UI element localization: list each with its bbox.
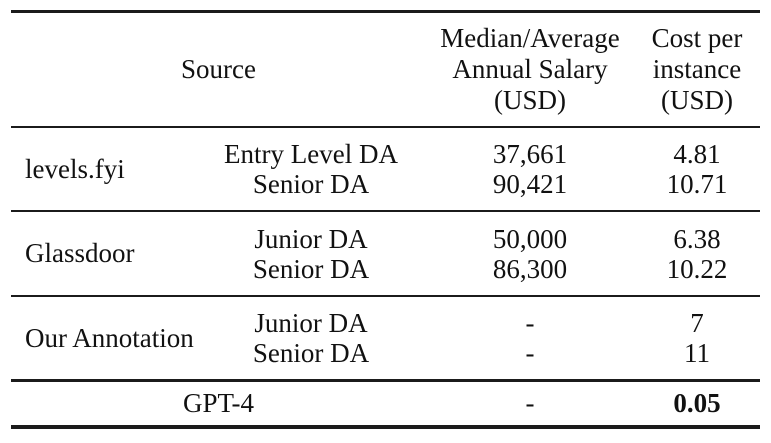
source-cell: Our Annotation <box>25 322 194 353</box>
table-bottom-rule <box>11 425 760 429</box>
role-cell: Senior DA <box>252 253 370 284</box>
salary-cell: 50,000 <box>492 223 568 254</box>
group-rows: Entry Level DA 37,661 4.81 Senior DA 90,… <box>196 128 760 210</box>
header-salary: Median/Average Annual Salary (USD) <box>426 23 634 116</box>
header-cost-line: Cost per <box>651 23 743 53</box>
group-divider-rule <box>11 210 760 212</box>
salary-cell: - <box>525 338 535 368</box>
table-header-row: Source Median/Average Annual Salary (USD… <box>11 13 760 126</box>
cost-cell: 10.22 <box>666 253 728 284</box>
gpt4-label: GPT-4 <box>182 388 255 418</box>
header-mid-rule <box>11 126 760 128</box>
role-cell: Senior DA <box>252 169 370 199</box>
table-row: Senior DA 86,300 10.22 <box>196 254 760 284</box>
salary-cell: 86,300 <box>492 253 568 284</box>
table-row: Entry Level DA 37,661 4.81 <box>196 139 760 169</box>
cost-cell: 4.81 <box>673 139 721 169</box>
salary-cell: 90,421 <box>492 169 568 199</box>
header-cost-line: instance <box>652 54 742 84</box>
row-group-glassdoor: Glassdoor Junior DA 50,000 6.38 Senior D… <box>11 212 760 295</box>
table-top-rule <box>11 10 760 13</box>
group-rows: Junior DA 50,000 6.38 Senior DA 86,300 1… <box>196 212 760 295</box>
salary-cell: - <box>525 388 535 418</box>
cost-cell: 10.71 <box>666 169 728 199</box>
header-salary-line: (USD) <box>494 85 566 115</box>
header-salary-line: Annual Salary <box>452 54 608 84</box>
table-row: Senior DA - 11 <box>196 338 760 368</box>
header-cost-line: (USD) <box>661 85 733 115</box>
row-group-our-annotation: Our Annotation Junior DA - 7 Senior DA -… <box>11 297 760 379</box>
role-cell: Junior DA <box>254 223 368 254</box>
footer-top-rule <box>11 379 760 382</box>
header-source: Source <box>181 54 256 84</box>
table-row: Junior DA - 7 <box>196 308 760 338</box>
header-salary-line: Median/Average <box>440 23 620 53</box>
cost-cell: 6.38 <box>673 223 721 254</box>
role-cell: Senior DA <box>252 338 370 368</box>
table-row: Junior DA 50,000 6.38 <box>196 224 760 254</box>
source-cell: Glassdoor <box>25 238 135 268</box>
cost-cell: 0.05 <box>673 388 721 418</box>
role-cell: Entry Level DA <box>224 139 398 169</box>
role-cell: Junior DA <box>254 308 368 338</box>
source-cell: levels.fyi <box>25 153 125 184</box>
table-row: Senior DA 90,421 10.71 <box>196 169 760 199</box>
row-group-levels-fyi: levels.fyi Entry Level DA 37,661 4.81 Se… <box>11 128 760 210</box>
cost-cell: 7 <box>690 308 704 338</box>
annotation-cost-table: Source Median/Average Annual Salary (USD… <box>11 10 760 429</box>
group-divider-rule <box>11 295 760 297</box>
header-cost: Cost per instance (USD) <box>634 23 760 116</box>
gpt4-row: GPT-4 - 0.05 <box>11 382 760 425</box>
cost-cell: 11 <box>684 338 710 368</box>
salary-cell: 37,661 <box>492 139 568 169</box>
group-rows: Junior DA - 7 Senior DA - 11 <box>196 297 760 379</box>
salary-cell: - <box>525 308 535 338</box>
